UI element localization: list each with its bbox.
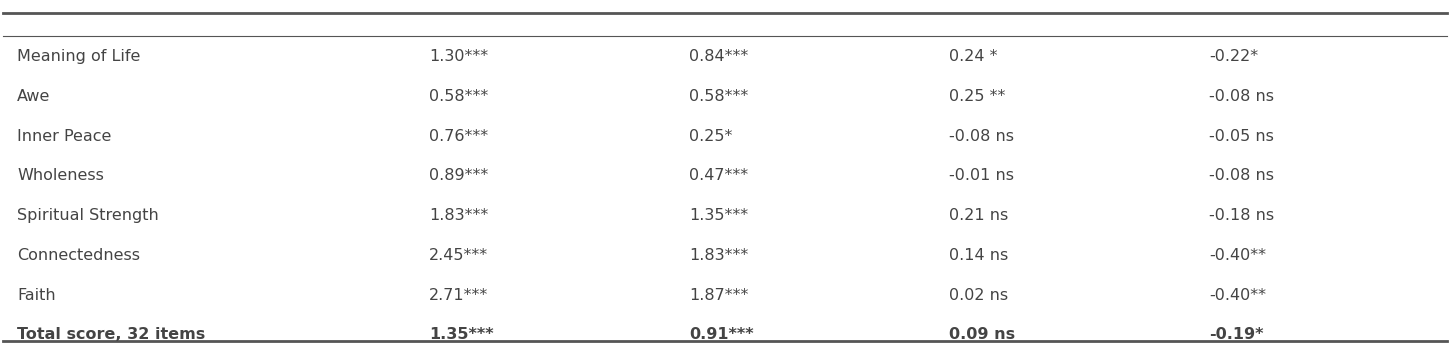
Text: -0.01 ns: -0.01 ns — [948, 169, 1014, 183]
Text: 0.02 ns: 0.02 ns — [948, 287, 1008, 303]
Text: Total score, 32 items: Total score, 32 items — [17, 327, 206, 342]
Text: Awe: Awe — [17, 89, 51, 104]
Text: 2.45***: 2.45*** — [429, 248, 489, 263]
Text: 1.83***: 1.83*** — [429, 208, 489, 223]
Text: -0.40**: -0.40** — [1209, 287, 1266, 303]
Text: -0.08 ns: -0.08 ns — [948, 129, 1014, 144]
Text: 0.25 **: 0.25 ** — [948, 89, 1005, 104]
Text: -0.05 ns: -0.05 ns — [1209, 129, 1273, 144]
Text: 0.58***: 0.58*** — [429, 89, 489, 104]
Text: 0.91***: 0.91*** — [689, 327, 754, 342]
Text: 0.09 ns: 0.09 ns — [948, 327, 1015, 342]
Text: Meaning of Life: Meaning of Life — [17, 49, 141, 64]
Text: 2.71***: 2.71*** — [429, 287, 489, 303]
Text: Inner Peace: Inner Peace — [17, 129, 112, 144]
Text: 1.30***: 1.30*** — [429, 49, 489, 64]
Text: 1.87***: 1.87*** — [689, 287, 748, 303]
Text: Connectedness: Connectedness — [17, 248, 141, 263]
Text: 0.25*: 0.25* — [689, 129, 732, 144]
Text: 0.47***: 0.47*** — [689, 169, 748, 183]
Text: -0.18 ns: -0.18 ns — [1209, 208, 1275, 223]
Text: 0.24 *: 0.24 * — [948, 49, 998, 64]
Text: 0.89***: 0.89*** — [429, 169, 489, 183]
Text: -0.40**: -0.40** — [1209, 248, 1266, 263]
Text: Spiritual Strength: Spiritual Strength — [17, 208, 160, 223]
Text: -0.19*: -0.19* — [1209, 327, 1263, 342]
Text: 0.14 ns: 0.14 ns — [948, 248, 1008, 263]
Text: 0.84***: 0.84*** — [689, 49, 748, 64]
Text: -0.08 ns: -0.08 ns — [1209, 169, 1275, 183]
Text: Faith: Faith — [17, 287, 57, 303]
Text: 1.83***: 1.83*** — [689, 248, 748, 263]
Text: 1.35***: 1.35*** — [689, 208, 748, 223]
Text: -0.08 ns: -0.08 ns — [1209, 89, 1275, 104]
Text: 1.35***: 1.35*** — [429, 327, 493, 342]
Text: 0.76***: 0.76*** — [429, 129, 489, 144]
Text: -0.22*: -0.22* — [1209, 49, 1259, 64]
Text: Wholeness: Wholeness — [17, 169, 104, 183]
Text: 0.21 ns: 0.21 ns — [948, 208, 1008, 223]
Text: 0.58***: 0.58*** — [689, 89, 748, 104]
